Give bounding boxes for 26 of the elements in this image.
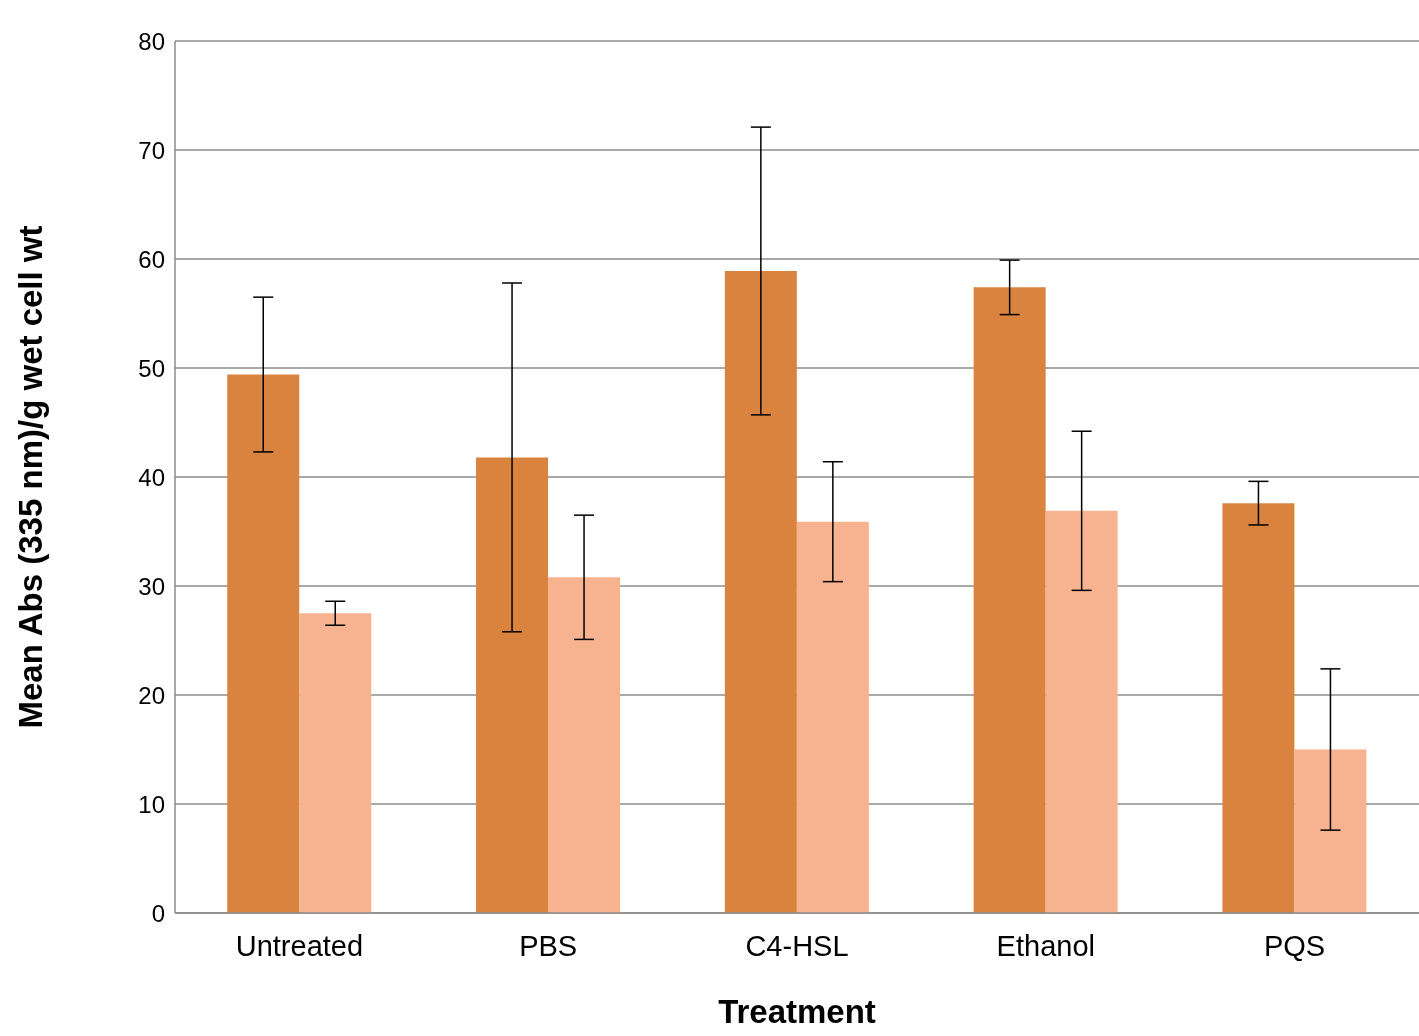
y-tick-label: 10 — [138, 790, 165, 818]
bar — [299, 613, 372, 913]
x-tick-label: C4-HSL — [745, 929, 849, 962]
bar — [227, 374, 300, 913]
y-tick-label: 70 — [138, 136, 165, 164]
x-tick-label: PQS — [1263, 929, 1326, 962]
y-tick-label: 80 — [138, 27, 165, 55]
bar — [1294, 749, 1367, 913]
x-axis-title: Treatment — [718, 993, 876, 1030]
bar — [1045, 510, 1118, 913]
x-tick-label: PBS — [519, 929, 578, 962]
bar — [476, 457, 549, 913]
bar — [548, 577, 621, 913]
bar — [724, 270, 797, 913]
y-tick-label: 20 — [138, 681, 165, 709]
x-tick-label: Untreated — [235, 929, 364, 962]
y-axis-title: Mean Abs (335 nm)/g wet cell wt — [11, 225, 49, 729]
bar — [796, 521, 869, 913]
y-tick-label: 0 — [151, 899, 165, 927]
bar — [973, 287, 1046, 913]
y-tick-label: 30 — [138, 572, 165, 600]
bar — [1222, 503, 1295, 913]
y-tick-label: 60 — [138, 245, 165, 273]
y-tick-label: 50 — [138, 354, 165, 382]
y-tick-label: 40 — [138, 463, 165, 491]
x-tick-label: Ethanol — [996, 929, 1095, 962]
